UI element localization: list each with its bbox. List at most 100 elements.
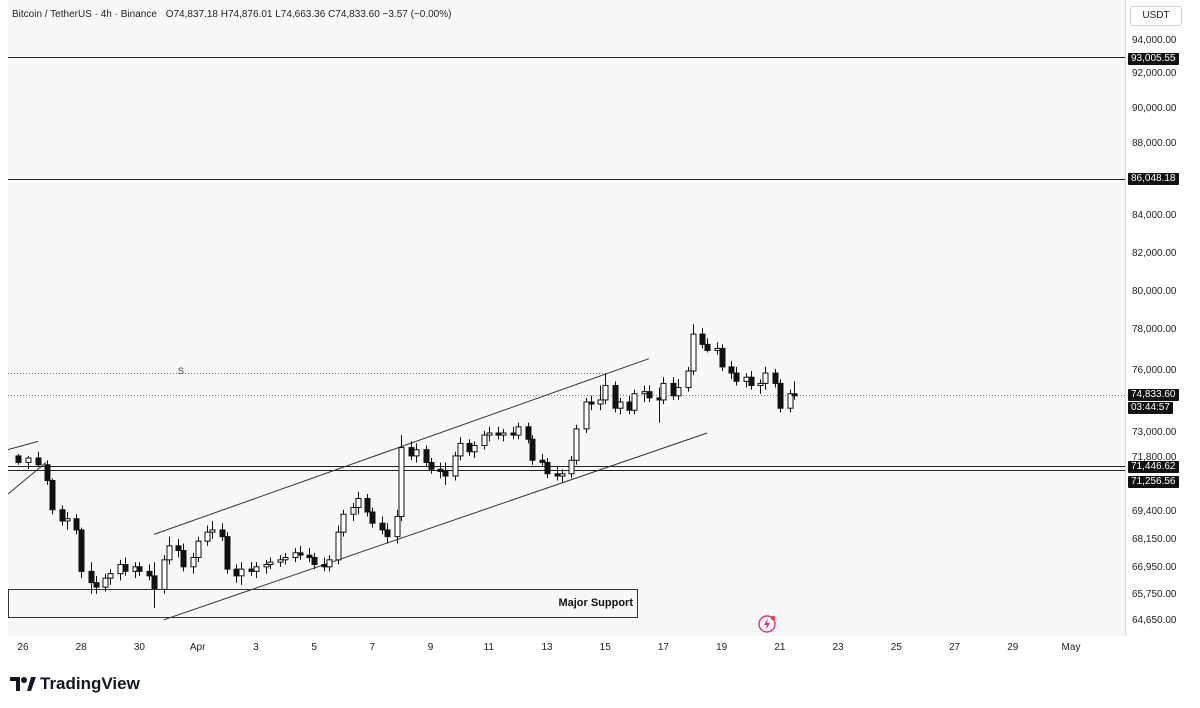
candle-body-down [224,536,231,570]
candle-body-up [277,559,284,563]
price-tag-countdown: 03:44:57 [1128,402,1173,414]
symbol-header: Bitcoin / TetherUS · 4h · Binance O74,83… [12,9,451,20]
candle-body-up [340,513,347,533]
candle-body-down [73,518,80,531]
candle-body-down [151,575,158,590]
candle-body-down [78,529,85,572]
candle-body-down [728,366,735,374]
candle-body-up [583,401,590,430]
candle-body-down [219,529,226,538]
candle-body-down [306,554,313,559]
candle-body-up [335,531,342,561]
candle-body-down [15,455,22,463]
candle-body-up [209,529,216,533]
brand-name: TradingView [40,674,140,693]
tradingview-logo[interactable]: TradingView [10,674,140,694]
candle-body-down [646,391,653,399]
candle-body-down [588,401,595,405]
candle-body-down [44,464,51,481]
candle-body-down [539,459,546,463]
candle-body-up [481,434,488,447]
candle-body-up [660,382,667,401]
x-tick-label: 7 [369,642,376,653]
x-tick-label: 30 [133,642,145,653]
candle-body-down [495,432,502,436]
candle-body-down [525,426,532,440]
candle-body-down [791,393,798,397]
candle-body-down [311,557,318,565]
y-tick-label: 92,000.00 [1132,68,1177,79]
candle-body-up [675,387,682,397]
candle-body-up [326,559,333,568]
candle-body-down [626,401,633,411]
candle-body-down [748,376,755,386]
y-tick-label: 73,000.00 [1132,427,1177,438]
ohlc-values: O74,837.18 H74,876.01 L74,663.36 C74,833… [165,9,452,20]
candle-body-down [428,462,435,470]
candle-body-down [510,432,517,436]
chart-area[interactable] [8,0,1126,636]
candle-body-up [102,577,109,588]
candle-body-down [88,570,95,584]
x-tick-label: 11 [483,642,494,653]
candle-body-down [704,343,711,352]
y-tick-label: 90,000.00 [1132,103,1177,114]
candle-body-down [297,552,304,556]
major-support-label: Major Support [558,597,633,609]
candle-body-down [93,582,100,588]
y-tick-label: 76,000.00 [1132,365,1177,376]
symbol-name[interactable]: Bitcoin / TetherUS [12,9,92,20]
candle-body-up [500,432,507,436]
candle-body-up [355,498,362,508]
currency-button[interactable]: USDT [1130,6,1182,26]
candle-body-down [49,480,56,511]
x-tick-label: 23 [832,642,844,653]
candle-body-up [597,399,604,405]
channel-prior-upper-line [8,440,39,451]
candle-body-down [233,568,240,577]
candle-body-up [714,347,721,352]
price-chart[interactable] [8,0,1125,636]
price-tag-level-mid: 86,048.18 [1128,173,1179,185]
candle-body-up [641,391,648,395]
candle-body-down [423,449,430,463]
candle-body-up [762,372,769,384]
candle-body-down [554,473,561,477]
candle-body-up [190,557,197,568]
y-tick-label: 84,000.00 [1132,210,1177,221]
candle-body-down [379,522,386,531]
candle-body-up [25,457,32,463]
candle-body-up [253,566,260,572]
candle-body-up [413,449,420,457]
exchange: Binance [120,9,157,20]
candle-body-down [442,471,449,477]
candle-body-down [466,442,473,453]
candle-body-down [180,550,187,568]
candle-body-down [248,568,255,572]
lightning-icon[interactable] [758,615,776,633]
channel-prior-lower-line [8,462,47,495]
candle-body-up [457,442,464,457]
candle-body-up [394,515,401,538]
y-tick-label: 82,000.00 [1132,248,1177,259]
candle-body-down [777,382,784,409]
candle-body-down [544,462,551,475]
candle-body-up [161,559,168,590]
y-tick-label: 65,750.00 [1132,589,1177,600]
candle-body-down [146,570,153,577]
x-tick-label: 27 [948,642,961,653]
major-support-box[interactable]: Major Support [8,589,638,618]
interval[interactable]: 4h [100,9,112,20]
s-marker-label: S [178,366,185,376]
y-tick-label: 94,000.00 [1132,35,1177,46]
candle-body-up [515,426,522,436]
candle-body-up [398,447,405,517]
y-tick-label: 69,400.00 [1132,506,1177,517]
candle-body-down [670,382,677,397]
candle-body-up [117,564,124,575]
candle-body-up [486,432,493,436]
candle-body-down [321,564,328,568]
candle-body-up [195,540,202,559]
y-tick-label: 66,950.00 [1132,562,1177,573]
x-tick-label: May [1061,642,1081,653]
